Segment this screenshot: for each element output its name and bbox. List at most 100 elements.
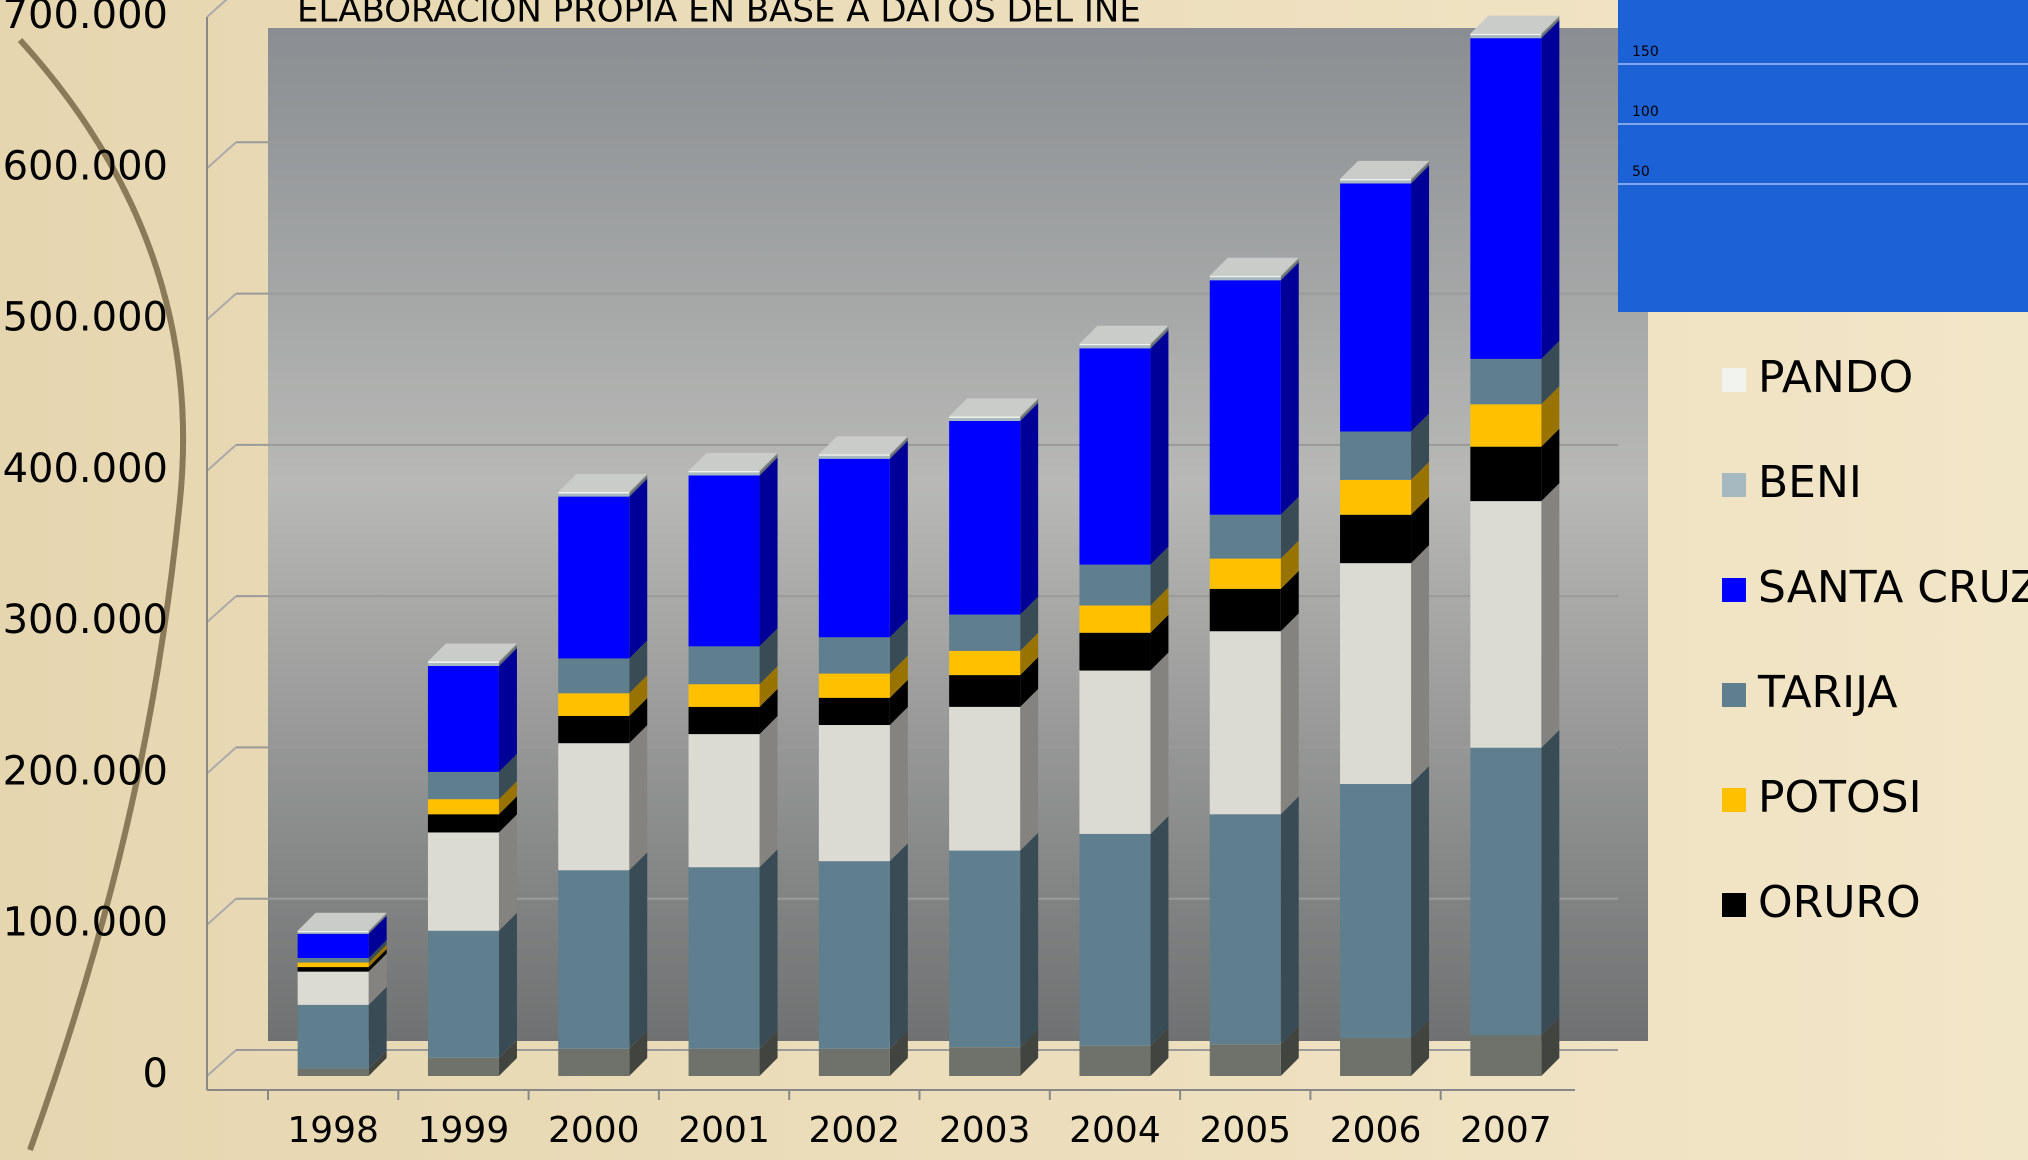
bar-segment: [949, 850, 1021, 1048]
grid-line: [206, 1049, 237, 1077]
y-tick-label: 300.000: [3, 597, 168, 643]
bar-top: [1209, 257, 1299, 276]
bar-side: [498, 753, 517, 800]
y-tick-label: 400.000: [3, 446, 168, 492]
bar-side: [498, 814, 517, 931]
grid-line: [206, 0, 228, 18]
bar-side: [889, 619, 908, 674]
bar-segment: [1470, 1035, 1542, 1076]
bar-side: [889, 440, 908, 638]
bar-segment: [297, 1004, 369, 1069]
bar-segment: [1079, 343, 1151, 346]
bar-segment: [1470, 404, 1542, 447]
bar-side: [629, 478, 648, 659]
bar-side: [759, 666, 778, 707]
bar-side: [1150, 325, 1169, 346]
bar-segment: [427, 771, 499, 800]
bar-side: [1541, 340, 1560, 405]
bar-segment: [1209, 1044, 1281, 1076]
bar-side: [759, 716, 778, 868]
bar-segment: [818, 458, 890, 638]
bar-side: [1541, 20, 1560, 359]
bar-top: [1340, 160, 1430, 179]
bar-segment: [297, 962, 369, 968]
bar-side: [1020, 632, 1039, 676]
bar-segment: [1470, 33, 1542, 36]
bar-side: [759, 457, 778, 647]
bar-segment: [1470, 358, 1542, 405]
inset-label: 150: [1632, 44, 1659, 60]
bar-segment: [427, 666, 499, 772]
bar-side: [1020, 398, 1039, 418]
bar-side: [1150, 652, 1169, 834]
bar-side: [498, 1039, 517, 1076]
bar-side: [889, 707, 908, 862]
bar-side: [889, 679, 908, 726]
bar-segment: [949, 420, 1021, 615]
legend-swatch: [1722, 893, 1746, 917]
bar-segment: [688, 646, 760, 685]
x-tick-label: 2002: [809, 1110, 901, 1151]
bar-side: [1280, 257, 1299, 278]
bar-segment: [1079, 1045, 1151, 1076]
bar-side: [1020, 399, 1039, 421]
bar-top: [427, 643, 517, 662]
bar-segment: [1209, 814, 1281, 1045]
bar-segment: [1079, 670, 1151, 834]
bar-segment: [818, 725, 890, 862]
bar-segment: [688, 472, 760, 476]
bar-segment: [949, 675, 1021, 707]
x-tick-label: 2000: [548, 1110, 640, 1151]
bar-segment: [297, 971, 369, 1005]
bar-segment: [949, 416, 1021, 418]
bar-segment: [1079, 605, 1151, 633]
bar-segment: [949, 1047, 1021, 1076]
bar-side: [368, 939, 387, 963]
bar-side: [1150, 587, 1169, 633]
bar-top: [297, 912, 387, 931]
bar-side: [1150, 815, 1169, 1046]
grid-line: [206, 141, 237, 170]
legend-swatch: [1722, 473, 1746, 497]
bar-segment: [1079, 348, 1151, 565]
bar-segment: [818, 454, 890, 456]
inset-label: 50: [1632, 164, 1650, 180]
bar-segment: [1470, 35, 1542, 39]
bar-side: [1411, 1020, 1430, 1076]
bar-segment: [818, 697, 890, 726]
x-tick-label: 1999: [418, 1110, 510, 1151]
bar-side: [498, 644, 517, 667]
x-tick-label: 2005: [1199, 1110, 1291, 1151]
bar-side: [1020, 402, 1039, 615]
bar-segment: [1470, 747, 1542, 1036]
bar-side: [1150, 614, 1169, 671]
bar-side: [1411, 413, 1430, 480]
bar-segment: [297, 933, 369, 958]
bar-segment: [558, 693, 630, 716]
leaf-decoration: [17, 37, 187, 1152]
bar-segment: [949, 614, 1021, 651]
bar-side: [368, 912, 387, 933]
bar-segment: [1209, 275, 1281, 278]
bar-side: [759, 688, 778, 735]
bar-segment: [1340, 479, 1412, 515]
legend-swatch: [1722, 578, 1746, 602]
bar-segment: [1340, 1038, 1412, 1076]
bar-segment: [427, 1057, 499, 1076]
bar-segment: [1340, 178, 1412, 181]
bar-side: [629, 697, 648, 744]
bar-side: [368, 915, 387, 958]
bar-side: [498, 912, 517, 1058]
bar-side: [1280, 570, 1299, 632]
bar-side: [1280, 496, 1299, 559]
bar-segment: [1079, 833, 1151, 1046]
bar-side: [629, 474, 648, 494]
x-tick-label: 2006: [1330, 1110, 1422, 1151]
legend-label: ORURO: [1758, 877, 1921, 928]
bar-segment: [1079, 564, 1151, 606]
bar-side: [498, 643, 517, 663]
legend-label: SANTA CRUZ: [1758, 562, 2028, 613]
bar-segment: [1470, 38, 1542, 359]
bar-side: [368, 949, 387, 972]
